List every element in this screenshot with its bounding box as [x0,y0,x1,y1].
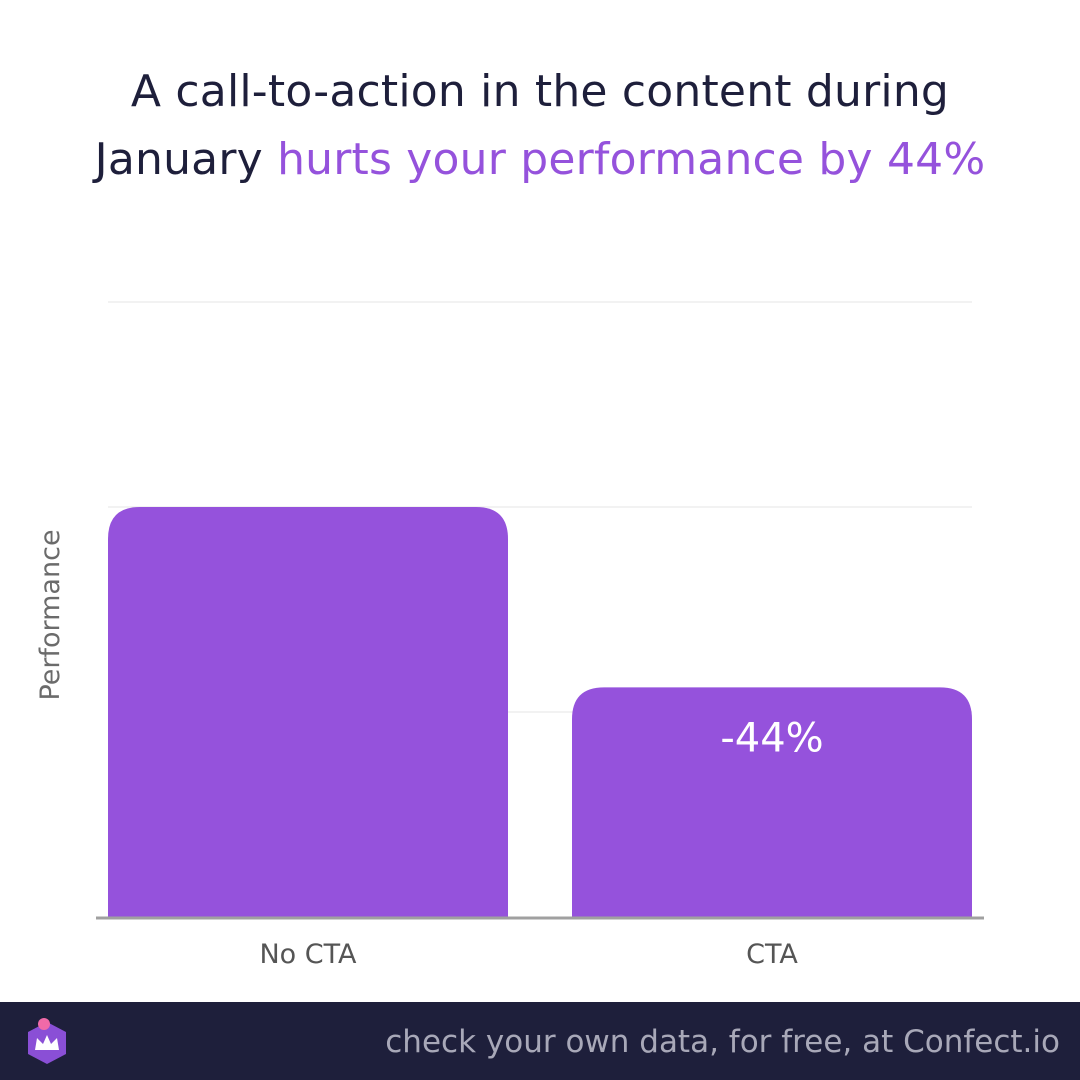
chart-title: A call-to-action in the content during J… [0,58,1080,194]
confect-crown-icon [28,1018,66,1064]
bars: -44% [108,507,972,917]
y-axis-label: Performance [35,529,66,700]
bar-data-label: -44% [720,715,823,761]
title-line-2: January hurts your performance by 44% [0,126,1080,194]
bar-no-cta [108,507,508,917]
title-line-1: A call-to-action in the content during [130,66,950,117]
x-tick-labels: No CTA CTA [259,939,798,970]
title-plain-text: January [94,134,263,185]
x-tick-label: CTA [746,939,798,970]
footer-bar: check your own data, for free, at Confec… [0,1002,1080,1080]
bar-chart: -44% No CTA CTA Performance [35,301,984,970]
bar-cta [572,687,972,917]
footer-text: check your own data, for free, at Confec… [385,1024,1060,1060]
title-accent-text: hurts your performance by 44% [277,134,986,185]
x-tick-label: No CTA [259,939,357,970]
